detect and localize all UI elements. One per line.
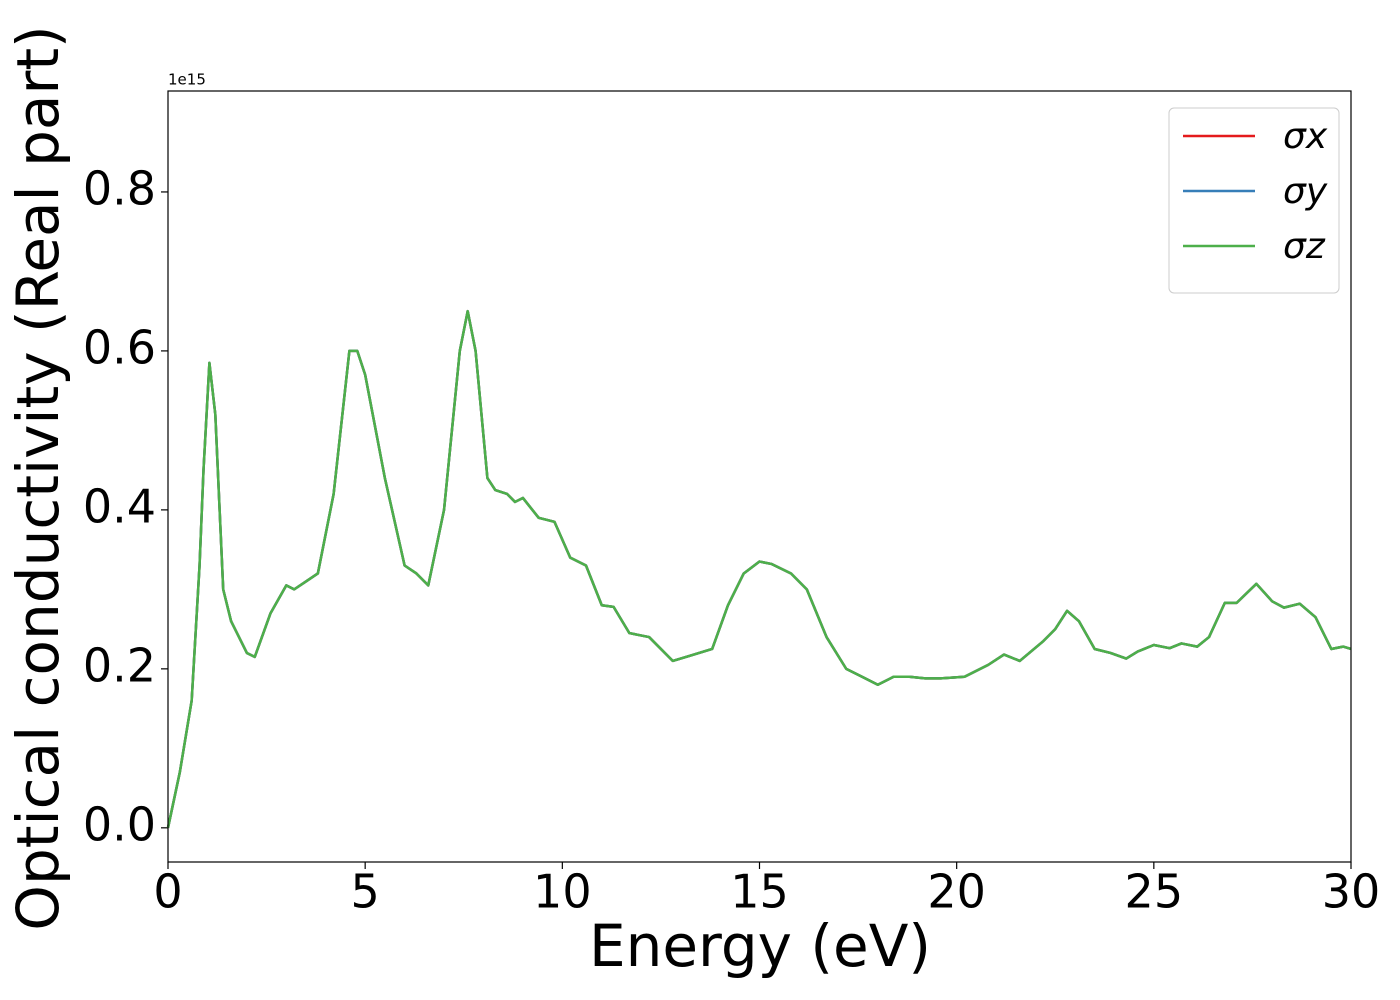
legend-label: σz bbox=[1283, 226, 1326, 267]
y-offset-label: 1e15 bbox=[168, 71, 206, 89]
x-tick-label: 25 bbox=[1125, 865, 1184, 919]
x-axis-label: Energy (eV) bbox=[589, 912, 931, 980]
y-tick-label: 0.4 bbox=[83, 479, 156, 533]
y-tick-label: 0.0 bbox=[83, 797, 156, 851]
plot-frame bbox=[167, 90, 1352, 863]
x-tick-label: 5 bbox=[351, 865, 380, 919]
x-tick-label: 15 bbox=[730, 865, 789, 919]
legend-label: σx bbox=[1283, 116, 1328, 157]
legend-label: σy bbox=[1283, 171, 1328, 212]
y-tick-label: 0.8 bbox=[83, 161, 156, 215]
line bbox=[166, 309, 1352, 829]
y-tick-label: 0.2 bbox=[83, 638, 156, 692]
x-tick-label: 30 bbox=[1322, 865, 1381, 919]
x-tick-label: 10 bbox=[533, 865, 592, 919]
x-tick-label: 0 bbox=[153, 865, 182, 919]
x-tick-label: 20 bbox=[927, 865, 986, 919]
y-tick-label: 0.6 bbox=[83, 320, 156, 374]
y-axis-label: Optical conductivity (Real part) bbox=[4, 25, 72, 930]
